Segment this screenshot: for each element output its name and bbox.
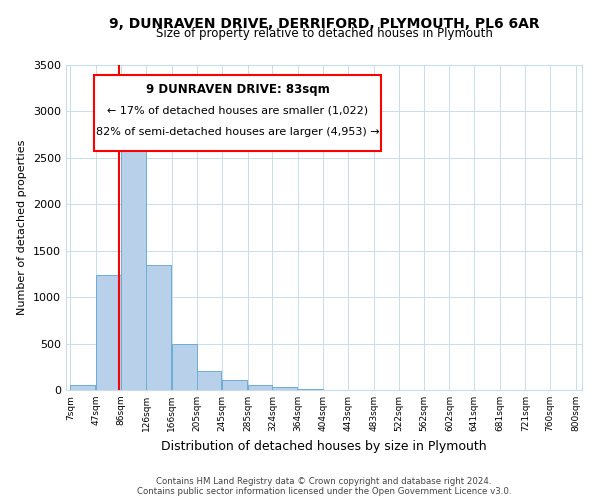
Text: 82% of semi-detached houses are larger (4,953) →: 82% of semi-detached houses are larger (…	[96, 126, 379, 136]
Bar	[222, 380, 247, 390]
Y-axis label: Number of detached properties: Number of detached properties	[17, 140, 28, 315]
Bar	[197, 372, 221, 390]
Bar	[298, 389, 323, 390]
Bar	[272, 387, 297, 390]
FancyBboxPatch shape	[94, 74, 381, 151]
X-axis label: Distribution of detached houses by size in Plymouth: Distribution of detached houses by size …	[161, 440, 487, 452]
Bar	[121, 150, 146, 390]
Text: ← 17% of detached houses are smaller (1,022): ← 17% of detached houses are smaller (1,…	[107, 106, 368, 116]
Bar	[172, 344, 197, 390]
Bar	[146, 264, 171, 390]
Bar	[248, 386, 272, 390]
Bar	[70, 386, 95, 390]
Text: Size of property relative to detached houses in Plymouth: Size of property relative to detached ho…	[155, 28, 493, 40]
Text: Contains public sector information licensed under the Open Government Licence v3: Contains public sector information licen…	[137, 488, 511, 496]
Text: 9, DUNRAVEN DRIVE, DERRIFORD, PLYMOUTH, PL6 6AR: 9, DUNRAVEN DRIVE, DERRIFORD, PLYMOUTH, …	[109, 18, 539, 32]
Bar	[96, 275, 121, 390]
Text: Contains HM Land Registry data © Crown copyright and database right 2024.: Contains HM Land Registry data © Crown c…	[156, 478, 492, 486]
Text: 9 DUNRAVEN DRIVE: 83sqm: 9 DUNRAVEN DRIVE: 83sqm	[146, 83, 329, 96]
